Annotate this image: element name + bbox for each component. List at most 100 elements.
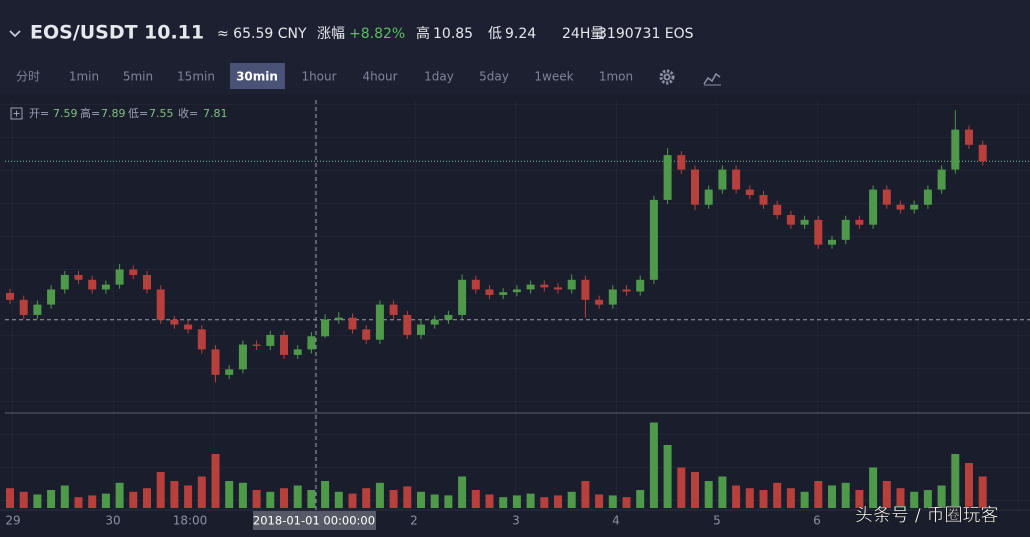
volume-bar [197, 476, 206, 508]
volume-bar [321, 481, 330, 508]
candle-body [649, 199, 658, 280]
interval-tab[interactable]: 15min [177, 70, 215, 84]
candle-body [896, 204, 905, 210]
interval-tab[interactable]: 1min [69, 70, 99, 84]
candle-body [238, 344, 247, 370]
candle-body [293, 349, 302, 355]
candle-body [869, 189, 878, 225]
volume-bar [74, 497, 83, 508]
volume-bar [691, 472, 699, 508]
x-tick-label: 3 [512, 514, 520, 528]
change-label: 涨幅 [317, 26, 345, 42]
candle-body [965, 129, 973, 145]
legend-high: 7.89 [101, 107, 126, 120]
interval-tab[interactable]: 4hour [362, 70, 397, 84]
interval-tabs: 分时 1min 5min 15min 30min 1hour 4hour 1day 5day 1w… [16, 63, 633, 89]
dropdown-icon[interactable] [9, 30, 21, 38]
volume-bar [170, 481, 179, 508]
pair[interactable]: EOS/USDT [30, 22, 138, 44]
candle-body [978, 144, 987, 162]
tab-bar [0, 62, 1030, 94]
x-tick-label: 30 [105, 514, 120, 528]
settings-icon[interactable] [659, 69, 675, 85]
interval-tab[interactable]: 1hour [301, 70, 336, 84]
volume-bar [307, 490, 316, 508]
volume-bar [978, 476, 987, 508]
volume-bar [6, 488, 14, 508]
candle-body [211, 349, 220, 375]
candle-body [101, 284, 110, 290]
volume-bar [101, 493, 110, 508]
candle-body [115, 269, 124, 285]
volume-bar [786, 488, 795, 508]
high-label: 高 [416, 25, 430, 42]
interval-tab[interactable]: 分时 [16, 70, 40, 84]
volume-bar [184, 485, 193, 508]
volume-bar [362, 488, 371, 508]
volume-bar [266, 491, 275, 508]
x-axis: 29 30 18:00 2 3 4 5 6 [5, 514, 820, 528]
interval-tab[interactable]: 1mon [599, 70, 633, 84]
watermark: 头条号 / 币圈玩客 [855, 505, 999, 526]
x-tick-label: 18:00 [173, 514, 208, 528]
candle-body [225, 369, 234, 375]
volume-bar [608, 495, 617, 508]
candle-body [170, 319, 179, 325]
x-tick-label: 2 [410, 514, 418, 528]
candle-body [197, 329, 206, 350]
legend-toggle[interactable] [10, 107, 23, 120]
candle-body [307, 336, 316, 350]
candle-body [458, 279, 467, 315]
indicator-icon[interactable] [703, 72, 721, 85]
volume-bar [458, 476, 467, 508]
header-bar [0, 0, 1030, 62]
candle-body [677, 155, 686, 170]
candle-body [800, 219, 809, 225]
interval-tab[interactable]: 30min [236, 70, 278, 84]
candle-body [33, 304, 42, 315]
interval-tab[interactable]: 5min [123, 70, 153, 84]
candle-body [759, 195, 768, 205]
candle-body [828, 239, 836, 245]
interval-tab[interactable]: 1day [424, 70, 454, 84]
candle-body [567, 279, 576, 290]
candle-body [855, 219, 864, 225]
candle-body [923, 189, 932, 205]
volume-bar [293, 485, 302, 508]
legend-open: 7.59 [53, 107, 78, 120]
crosshair-time: 2018-01-01 00:00:00 [253, 514, 375, 528]
volume-value: 3190731 EOS [598, 26, 694, 42]
candle-body [47, 289, 56, 305]
volume-bar [773, 482, 782, 508]
legend-toggle-plus [13, 110, 20, 117]
volume-bar [19, 491, 28, 508]
x-tick-label: 6 [813, 514, 821, 528]
volume-bar [636, 490, 645, 508]
volume-bar [677, 467, 686, 508]
volume-bar [882, 481, 891, 508]
volume-bar [403, 486, 412, 508]
candle-body [526, 284, 535, 290]
volume-bar [554, 495, 562, 508]
volume-bar [60, 485, 69, 508]
volume-bar [280, 488, 288, 508]
volume-bar [540, 497, 549, 508]
volume-bar [252, 490, 261, 508]
interval-tab[interactable]: 1week [534, 70, 573, 84]
interval-tab[interactable]: 5day [479, 70, 509, 84]
volume-bar [937, 485, 946, 508]
candle-body [691, 169, 699, 205]
volume-bar [512, 495, 521, 508]
candle-body [718, 169, 727, 190]
candle-body [280, 334, 288, 355]
volume-bar [841, 482, 850, 508]
candle-body [334, 317, 343, 320]
volume-bar [581, 481, 590, 508]
volume-bar [649, 422, 658, 508]
candle-body [266, 334, 275, 346]
candle-body [403, 314, 412, 335]
candle-body [321, 319, 330, 337]
volume-bar [33, 494, 42, 508]
legend-high-label: 高= [80, 106, 100, 120]
low-value: 9.24 [505, 26, 536, 42]
